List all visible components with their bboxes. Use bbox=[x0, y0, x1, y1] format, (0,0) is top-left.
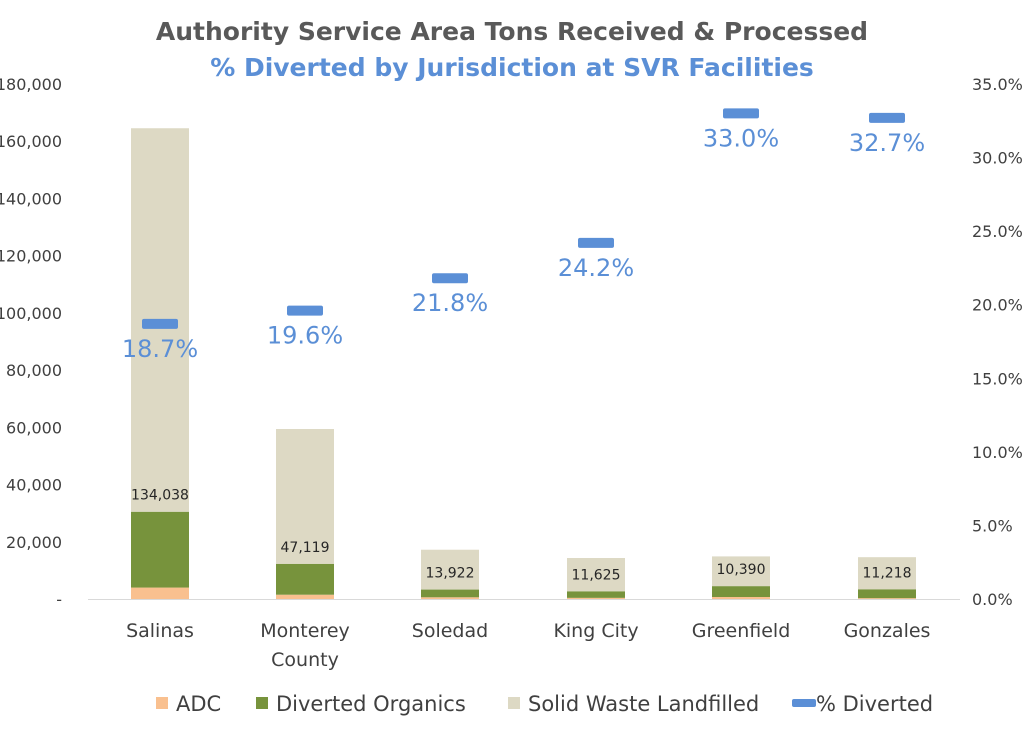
right-axis: 0.0% 5.0% 10.0% 15.0% 20.0% 25.0% 30.0% 35.0% bbox=[972, 75, 1023, 609]
right-axis-tick-label: 5.0% bbox=[972, 516, 1013, 535]
left-axis-tick-label: 20,000 bbox=[6, 533, 62, 552]
left-axis-tick-label: 140,000 bbox=[0, 189, 62, 208]
category-label: Salinas bbox=[126, 620, 194, 642]
percent-markers: 18.7% 19.6% 21.8% 24.2% 33.0% 32.7% bbox=[122, 108, 925, 363]
bar-labels: 134,038 47,119 13,922 11,625 10,390 11,218 bbox=[131, 488, 911, 584]
percent-label: 32.7% bbox=[849, 129, 925, 157]
category-label: Soledad bbox=[412, 620, 488, 642]
category-label: King City bbox=[553, 620, 638, 642]
legend-swatch bbox=[792, 699, 816, 707]
category-label: County bbox=[271, 649, 339, 671]
right-axis-tick-label: 20.0% bbox=[972, 296, 1023, 315]
bar-segment bbox=[131, 511, 189, 588]
percent-marker bbox=[142, 318, 178, 329]
bar-data-label: 134,038 bbox=[131, 488, 189, 504]
legend-swatch bbox=[256, 697, 268, 709]
legend-swatch bbox=[156, 697, 168, 709]
legend-label: % Diverted bbox=[816, 692, 933, 716]
bar-segment bbox=[421, 589, 479, 598]
bar-segment bbox=[712, 596, 770, 599]
chart-title: Authority Service Area Tons Received & P… bbox=[156, 17, 868, 46]
legend: ADC Diverted Organics Solid Waste Landfill… bbox=[156, 692, 933, 716]
bar-segment bbox=[421, 597, 479, 599]
left-axis-tick-label: 80,000 bbox=[6, 361, 62, 380]
bar-segment bbox=[567, 597, 625, 599]
bar-data-label: 10,390 bbox=[717, 562, 766, 578]
left-axis-tick-label: 40,000 bbox=[6, 476, 62, 495]
chart-subtitle: % Diverted by Jurisdiction at SVR Facili… bbox=[210, 53, 814, 82]
left-axis-tick-label: 180,000 bbox=[0, 75, 62, 94]
percent-label: 19.6% bbox=[267, 322, 343, 350]
percent-marker bbox=[287, 305, 323, 316]
bar-segment bbox=[276, 563, 334, 595]
percent-marker bbox=[432, 273, 468, 284]
left-axis-tick-label: 100,000 bbox=[0, 304, 62, 323]
category-label: Greenfield bbox=[692, 620, 791, 642]
right-axis-tick-label: 15.0% bbox=[972, 369, 1023, 388]
bar-data-label: 11,218 bbox=[863, 565, 912, 581]
percent-label: 21.8% bbox=[412, 289, 488, 317]
left-axis-tick-label: 60,000 bbox=[6, 418, 62, 437]
percent-marker bbox=[869, 112, 905, 123]
bar-segment bbox=[567, 591, 625, 598]
legend-swatch bbox=[508, 697, 520, 709]
percent-label: 24.2% bbox=[558, 254, 634, 282]
category-label: Monterey bbox=[260, 620, 350, 642]
bar-segment bbox=[131, 587, 189, 599]
bar-data-label: 11,625 bbox=[572, 567, 621, 583]
bar-segment bbox=[712, 556, 770, 587]
category-labels: Salinas Monterey County Soledad King City Gre… bbox=[126, 620, 930, 671]
bar-segment bbox=[276, 594, 334, 599]
left-axis-tick-label: - bbox=[56, 590, 62, 609]
bar-segment bbox=[276, 428, 334, 564]
left-axis-tick-label: 160,000 bbox=[0, 132, 62, 151]
left-axis: - 20,000 40,000 60,000 80,000 100,000 120,000 1… bbox=[0, 75, 62, 609]
legend-label: Diverted Organics bbox=[276, 692, 466, 716]
left-axis-tick-label: 120,000 bbox=[0, 247, 62, 266]
bar-data-label: 13,922 bbox=[426, 566, 475, 582]
bar-segment bbox=[858, 557, 916, 590]
bar-data-label: 47,119 bbox=[281, 540, 330, 556]
bars bbox=[131, 128, 916, 599]
right-axis-tick-label: 25.0% bbox=[972, 222, 1023, 241]
bar-segment bbox=[421, 549, 479, 590]
right-axis-tick-label: 10.0% bbox=[972, 443, 1023, 462]
bar-segment bbox=[567, 558, 625, 592]
legend-label: ADC bbox=[176, 692, 221, 716]
percent-label: 33.0% bbox=[703, 124, 779, 152]
bar-segment bbox=[858, 598, 916, 599]
legend-label: Solid Waste Landfilled bbox=[528, 692, 759, 716]
percent-label: 18.7% bbox=[122, 335, 198, 363]
percent-marker bbox=[723, 108, 759, 119]
bar-segment bbox=[858, 589, 916, 599]
bar-segment bbox=[712, 586, 770, 597]
percent-marker bbox=[578, 237, 614, 248]
right-axis-tick-label: 30.0% bbox=[972, 149, 1023, 168]
category-label: Gonzales bbox=[844, 620, 931, 642]
right-axis-tick-label: 35.0% bbox=[972, 75, 1023, 94]
right-axis-tick-label: 0.0% bbox=[972, 590, 1013, 609]
